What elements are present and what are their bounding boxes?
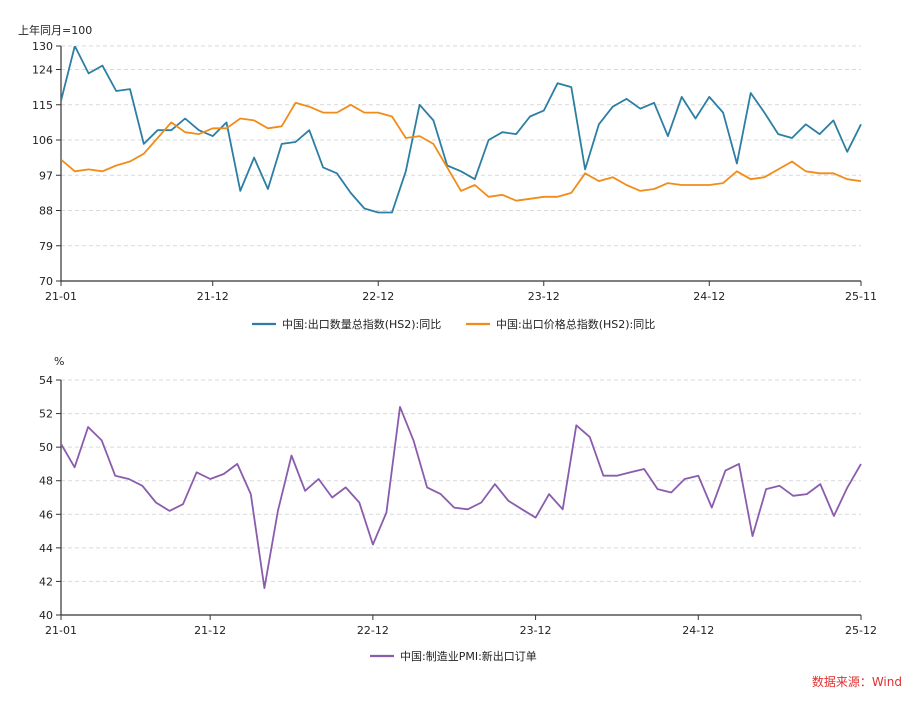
x-tick-label: 23-12 [528,290,560,303]
x-tick-label: 21-12 [197,290,229,303]
y-tick-label: 70 [39,275,53,288]
y-tick-label: 88 [39,205,53,218]
y-tick-label: 48 [39,475,53,488]
legend-label-export-price: 中国:出口价格总指数(HS2):同比 [496,317,655,331]
chart1-x-axis: 21-01 21-12 22-12 23-12 24-12 25-11 [45,281,877,303]
y-tick-label: 42 [39,575,53,588]
x-tick-label: 23-12 [520,624,552,637]
x-tick-label: 22-12 [362,290,394,303]
y-tick-label: 50 [39,441,53,454]
chart1-series-group [61,46,862,214]
chart1-legend: 中国:出口数量总指数(HS2):同比 中国:出口价格总指数(HS2):同比 [252,317,655,331]
chart2-unit-label: % [54,355,64,368]
series-line-1-1 [61,46,862,214]
chart2-gridlines [61,379,861,582]
y-tick-label: 54 [39,374,53,387]
chart1-gridlines [61,45,861,247]
x-tick-label: 25-12 [845,624,877,637]
y-tick-label: 124 [32,64,53,77]
y-tick-label: 79 [39,240,53,253]
y-tick-label: 52 [39,408,53,421]
legend-label-export-volume: 中国:出口数量总指数(HS2):同比 [282,317,441,331]
chart2-y-axis: 40 42 44 46 48 50 52 54 [39,374,62,622]
chart2-legend: 中国:制造业PMI:新出口订单 [370,649,537,663]
chart2-series-group [61,405,862,589]
chart-export-index: 上年同月=100 70 79 88 97 106 115 124 130 21-01 21-12… [18,23,877,331]
y-tick-label: 97 [39,169,53,182]
y-tick-label: 115 [32,99,53,112]
legend-label-pmi: 中国:制造业PMI:新出口订单 [400,649,537,663]
y-tick-label: 106 [32,134,53,147]
y-tick-label: 40 [39,609,53,622]
y-tick-label: 44 [39,542,53,555]
chart1-y-axis: 70 79 88 97 106 115 124 130 [32,40,62,288]
x-tick-label: 24-12 [693,290,725,303]
x-tick-label: 21-01 [45,624,77,637]
source-label: 数据来源：Wind [812,674,902,689]
y-tick-label: 46 [39,508,53,521]
chart2-x-axis: 21-01 21-12 22-12 23-12 24-12 25-12 [45,615,877,637]
y-tick-label: 130 [32,40,53,53]
series-line-2-1 [61,405,862,589]
chart1-unit-label: 上年同月=100 [18,23,92,37]
x-tick-label: 24-12 [682,624,714,637]
x-tick-label: 22-12 [357,624,389,637]
series-line-1-2 [61,101,862,202]
x-tick-label: 25-11 [845,290,877,303]
x-tick-label: 21-12 [194,624,226,637]
x-tick-label: 21-01 [45,290,77,303]
